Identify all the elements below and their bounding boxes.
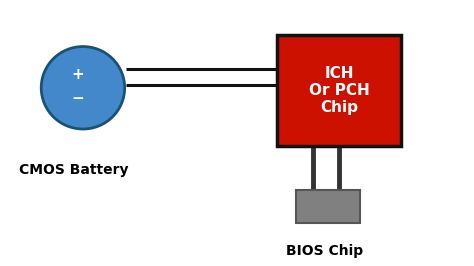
Text: CMOS Battery: CMOS Battery xyxy=(18,163,128,177)
Text: BIOS Chip: BIOS Chip xyxy=(286,244,363,258)
FancyBboxPatch shape xyxy=(296,190,360,223)
Text: +: + xyxy=(72,67,84,82)
Text: −: − xyxy=(72,91,84,106)
FancyBboxPatch shape xyxy=(277,35,401,146)
Text: ICH
Or PCH
Chip: ICH Or PCH Chip xyxy=(309,65,369,115)
Ellipse shape xyxy=(41,47,125,129)
